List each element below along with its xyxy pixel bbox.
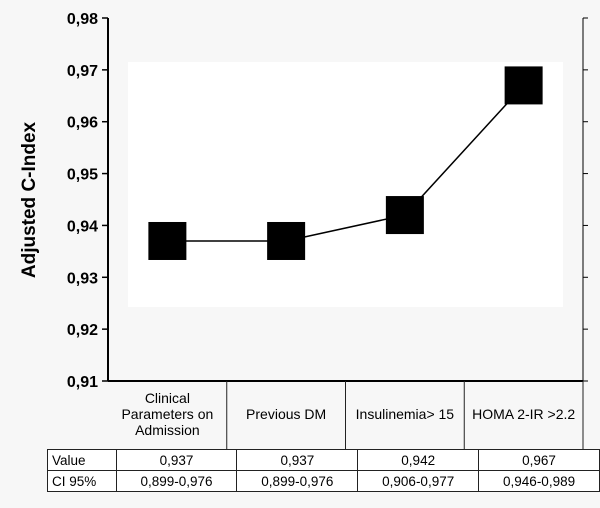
data-table: Value 0,937 0,937 0,942 0,967 CI 95% 0,8…	[47, 449, 600, 492]
ci-cell: 0,899-0,976	[236, 470, 359, 492]
y-tick-label: 0,97	[67, 63, 98, 80]
y-tick-label: 0,94	[67, 218, 98, 235]
plot-area-panel	[128, 62, 563, 307]
value-cell: 0,967	[478, 449, 600, 471]
data-point-marker	[385, 196, 424, 235]
y-tick-label: 0,92	[67, 322, 98, 339]
y-tick-label: 0,93	[67, 270, 98, 287]
row-label-ci: CI 95%	[47, 470, 117, 492]
table-row-value: Value 0,937 0,937 0,942 0,967	[47, 449, 600, 471]
y-tick-label: 0,96	[67, 115, 98, 132]
y-axis-label: Adjusted C-Index	[19, 121, 41, 279]
ci-cell: 0,899-0,976	[115, 470, 238, 492]
category-label: Previous DM	[246, 406, 326, 422]
category-label: Clinical	[145, 390, 190, 406]
ci-cell: 0,906-0,977	[357, 470, 480, 492]
series-line	[167, 84, 525, 242]
y-tick-label: 0,98	[67, 11, 98, 28]
category-label: Admission	[135, 422, 200, 438]
y-tick-label: 0,95	[67, 167, 98, 184]
category-label: Parameters on	[121, 406, 213, 422]
y-axis-label-box: Adjusted C-Index	[8, 90, 52, 310]
y-tick-label: 0,91	[67, 374, 98, 391]
category-label: Insulinemia> 15	[356, 406, 455, 422]
data-point-marker	[267, 221, 306, 260]
ci-cell: 0,946-0,989	[478, 470, 600, 492]
value-cell: 0,937	[236, 449, 359, 471]
value-cell: 0,942	[357, 449, 480, 471]
value-cell: 0,937	[115, 449, 238, 471]
data-point-marker	[148, 221, 187, 260]
data-point-marker	[504, 66, 543, 105]
table-row-ci: CI 95% 0,899-0,976 0,899-0,976 0,906-0,9…	[47, 470, 600, 492]
category-label: HOMA 2-IR >2.2	[472, 406, 575, 422]
row-label-value: Value	[47, 449, 117, 471]
